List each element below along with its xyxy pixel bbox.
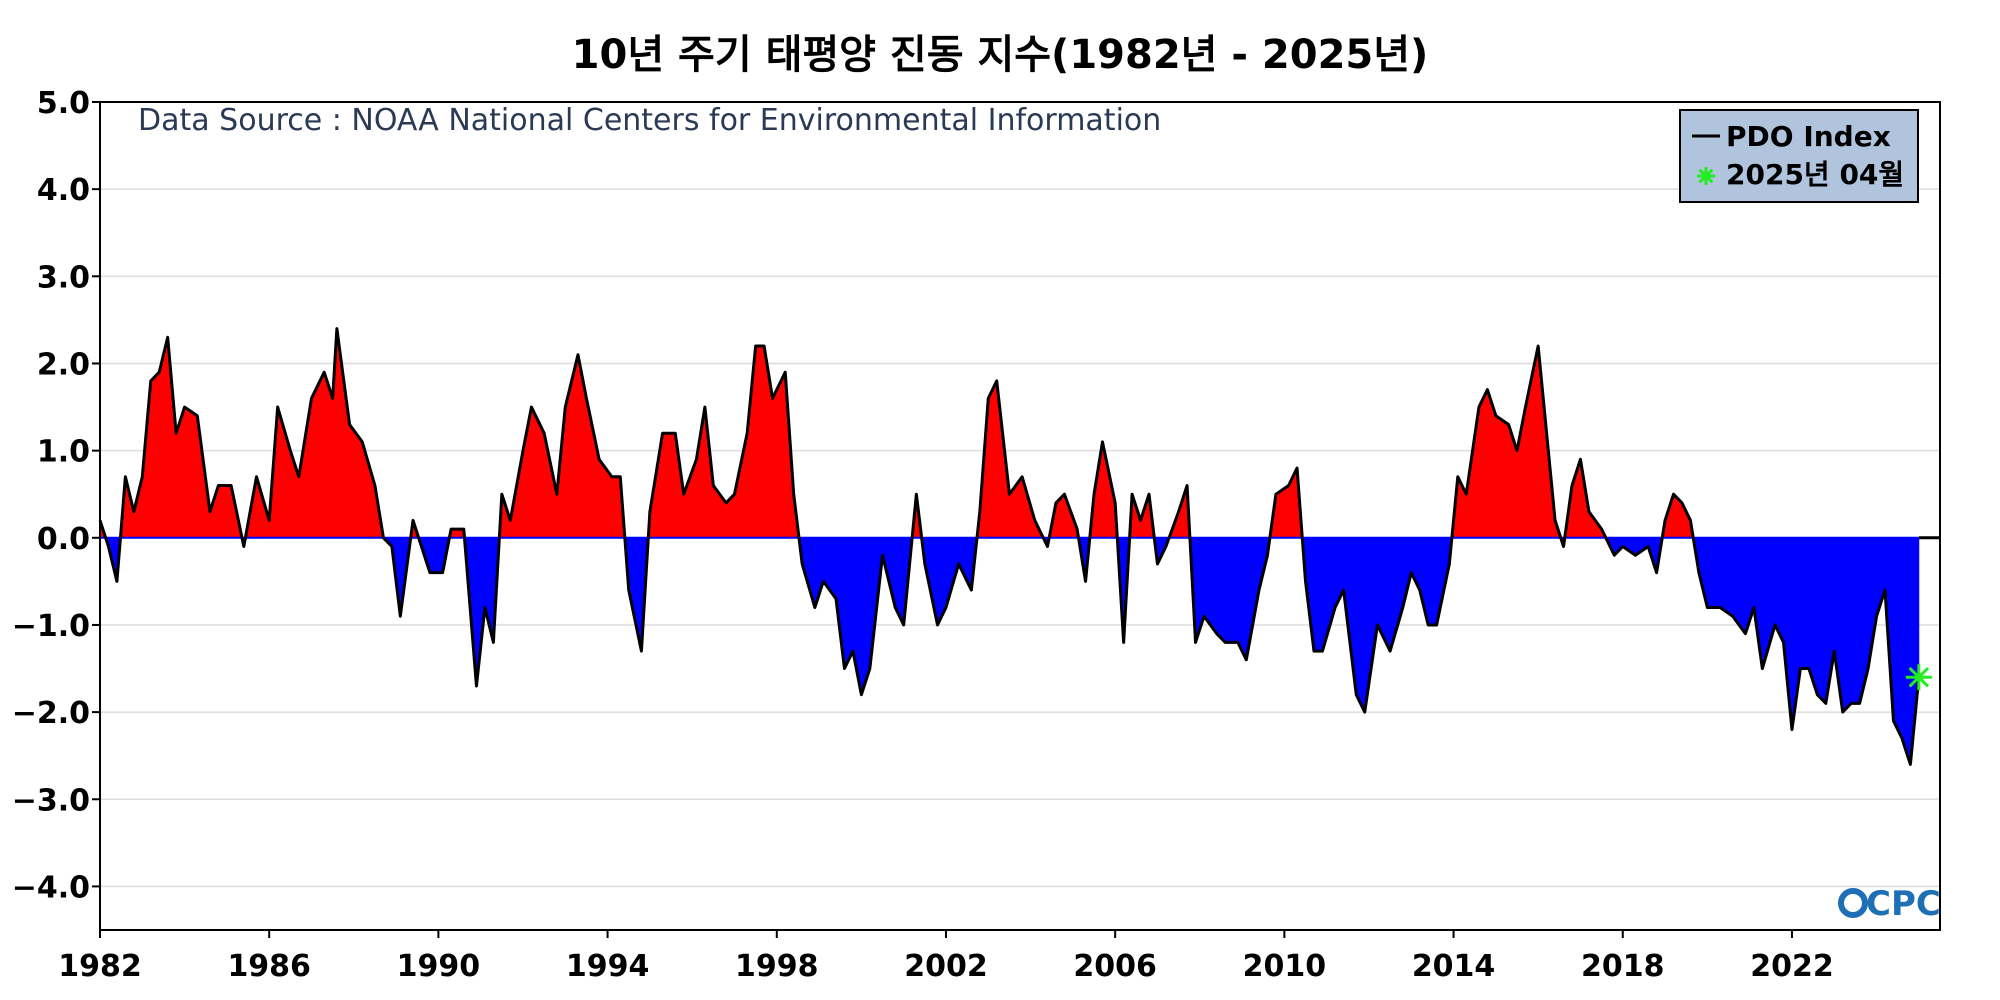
y-tick-label: 5.0	[37, 86, 90, 121]
negative-area-segment	[1427, 537, 1438, 626]
y-tick-label: −3.0	[12, 783, 90, 818]
plot-frame	[99, 101, 1941, 931]
negative-area-segment	[844, 537, 854, 669]
logo-circle-icon	[1838, 888, 1868, 918]
x-tick-label: 1998	[735, 949, 819, 984]
positive-area-segment	[683, 459, 697, 539]
pdo-index-line	[98, 327, 1921, 766]
positive-area-segment	[150, 371, 160, 539]
star-stroke	[1698, 168, 1714, 184]
legend-star-icon	[1697, 167, 1715, 185]
negative-area-segment	[1313, 537, 1323, 652]
x-tick-label: 2010	[1243, 949, 1327, 984]
y-tick-label: −4.0	[12, 870, 90, 905]
negative-area-segment	[1893, 537, 1903, 739]
positive-area-segment	[662, 432, 676, 539]
y-tick-label: 1.0	[37, 435, 90, 470]
x-tick-label: 1990	[397, 949, 481, 984]
negative-area-segment	[429, 537, 444, 574]
negative-area-segment	[1850, 537, 1861, 704]
positive-area-segment	[1478, 389, 1488, 539]
negative-area-segment	[1901, 537, 1911, 765]
positive-area-segment	[611, 476, 621, 539]
negative-area-segment	[1800, 537, 1810, 669]
negative-area-segment	[1719, 537, 1734, 617]
cpc-logo: CPC	[1838, 884, 1941, 924]
x-tick-label: 1994	[566, 949, 650, 984]
positive-area-segment	[755, 345, 765, 539]
positive-area-segment	[1495, 415, 1509, 539]
y-tick-label: −1.0	[12, 609, 90, 644]
positive-area-segment	[218, 485, 232, 539]
negative-area-segment	[1237, 537, 1247, 660]
pdo-line	[98, 327, 1921, 766]
y-tick-label: −2.0	[12, 696, 90, 731]
legend: PDO Index 2025년 04월	[1679, 109, 1919, 203]
negative-area-segment	[958, 537, 972, 591]
negative-area-segment	[1224, 537, 1239, 643]
x-tick-label: 2018	[1581, 949, 1665, 984]
positive-area-segment	[184, 406, 198, 539]
chart-title: 10년 주기 태평양 진동 지수(1982년 - 2025년)	[572, 32, 1429, 78]
legend-star-swatch	[1697, 167, 1715, 185]
y-tick-label: 3.0	[37, 260, 90, 295]
x-tick-label: 2006	[1073, 949, 1157, 984]
x-tick-label: 2022	[1750, 949, 1834, 984]
negative-area-segment	[1706, 537, 1721, 608]
y-tick-label: 0.0	[37, 522, 90, 557]
y-tick-label: 4.0	[37, 173, 90, 208]
negative-area-segment	[1842, 537, 1852, 714]
positive-area-segment	[598, 458, 613, 539]
x-tick-label: 2002	[904, 949, 988, 984]
positive-area-segment	[987, 380, 998, 539]
star-stroke	[1908, 666, 1930, 688]
legend-box	[1679, 109, 1919, 203]
latest-marker	[1905, 664, 1932, 691]
legend-label-pdo: PDO Index	[1726, 120, 1891, 153]
positive-area-segment	[336, 328, 350, 539]
negative-area-segment	[1364, 537, 1378, 713]
y-tick-label: 2.0	[37, 347, 90, 382]
legend-label-latest: 2025년 04월	[1726, 158, 1904, 191]
latest-value-star-icon	[1905, 664, 1932, 691]
negative-area-segment	[1377, 537, 1391, 652]
data-source-note: Data Source : NOAA National Centers for …	[138, 103, 1161, 138]
negative-area-segment	[1816, 537, 1827, 705]
x-tick-label: 1982	[58, 949, 142, 984]
positive-area-segment	[586, 398, 600, 539]
logo-text: CPC	[1866, 884, 1941, 924]
x-axis-ticks: 1982 1986 1990 1994 1998 2002 2006 2010 2014 2018…	[58, 930, 1834, 984]
positive-area-segment	[361, 441, 376, 539]
negative-area-segment	[1216, 537, 1226, 644]
negative-area-segment	[1355, 537, 1366, 713]
y-axis-ticks: 5.0 4.0 3.0 2.0 1.0 0.0 −1.0 −2.0 −3.0 −4.0	[12, 86, 100, 905]
x-tick-label: 2014	[1412, 949, 1496, 984]
x-tick-label: 1986	[227, 949, 311, 984]
